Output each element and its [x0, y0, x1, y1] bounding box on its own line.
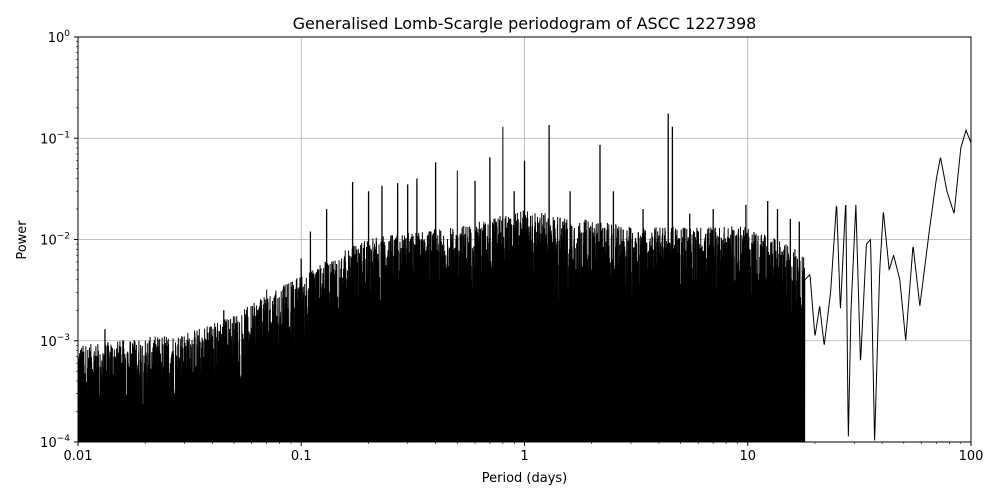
- x-tick-label: 1: [520, 449, 528, 464]
- y-tick-label: 10−1: [40, 130, 70, 147]
- y-tick-label: 10−4: [40, 434, 70, 451]
- y-tick-base: 10: [40, 335, 57, 350]
- x-axis-label: Period (days): [482, 471, 568, 486]
- x-tick-label: 0.1: [291, 449, 312, 464]
- y-tick-base: 10: [40, 436, 57, 451]
- x-tick-label: 10: [739, 449, 756, 464]
- y-tick-exponent: −3: [57, 333, 70, 343]
- periodogram-line: [78, 113, 971, 442]
- y-tick-label: 100: [48, 29, 71, 46]
- chart-title: Generalised Lomb-Scargle periodogram of …: [293, 14, 757, 33]
- y-tick-base: 10: [40, 234, 57, 249]
- y-tick-base: 10: [48, 31, 65, 46]
- x-tick-label: 100: [959, 449, 984, 464]
- x-tick-label: 0.01: [64, 449, 93, 464]
- y-tick-label: 10−3: [40, 333, 70, 350]
- y-tick-exponent: 0: [64, 29, 70, 39]
- y-tick-exponent: −4: [57, 434, 71, 444]
- y-axis-label: Power: [15, 220, 30, 260]
- y-tick-exponent: −1: [57, 130, 70, 140]
- x-axis: 0.01 0.1 1 10 100: [64, 442, 984, 464]
- y-tick-label: 10−2: [40, 232, 70, 249]
- y-tick-exponent: −2: [57, 232, 70, 242]
- y-tick-base: 10: [40, 132, 57, 147]
